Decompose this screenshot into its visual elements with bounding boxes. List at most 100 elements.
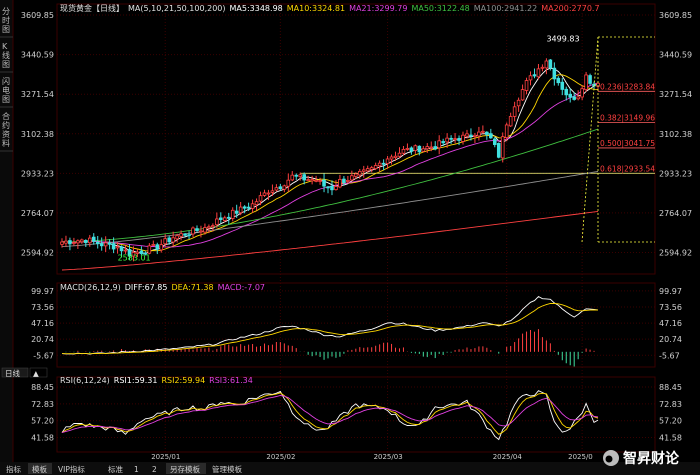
toolbar-item-label: 指标 <box>6 464 21 474</box>
legend-item: RSI2:59.94 <box>161 376 205 385</box>
candle-body <box>254 201 259 206</box>
toolbar-item-4[interactable]: 1 <box>134 465 139 474</box>
candle-body <box>417 145 422 153</box>
candle-body <box>429 146 434 149</box>
candle-body <box>286 179 291 187</box>
y-tick-label: 57.20 <box>659 417 682 426</box>
toolbar-item-bg <box>166 463 206 474</box>
candle-body <box>159 244 164 251</box>
x-tick-label: 2025/04 <box>493 453 523 461</box>
legend-item: MA10:3324.81 <box>287 4 345 13</box>
candle-body <box>393 155 398 158</box>
candle-body <box>215 218 219 226</box>
candle-body <box>179 233 183 237</box>
y-tick-label: 2764.07 <box>21 209 54 218</box>
y-tick-label: 72.83 <box>31 400 54 409</box>
candle-body <box>242 206 247 209</box>
toolbar-item-3[interactable]: 标准 <box>108 464 123 474</box>
toolbar-item-7[interactable]: 管理模板 <box>212 464 242 474</box>
y-tick-label: 99.97 <box>659 287 682 296</box>
candle-body <box>171 237 175 243</box>
side-tab-1[interactable]: K线图 <box>2 42 10 69</box>
candle-body <box>270 190 275 193</box>
y-tick-label: 47.16 <box>31 319 54 328</box>
candle-body <box>425 146 430 150</box>
candle-body <box>99 243 104 247</box>
candle-body <box>72 242 76 244</box>
candle-body <box>473 134 477 137</box>
candle-body <box>572 96 576 100</box>
macd-axis-right: 99.97 73.56 47.16 20.74 -5.67 <box>659 287 682 360</box>
toolbar-item-label: 模板 <box>32 464 47 474</box>
candle-body <box>381 162 386 165</box>
toolbar-item-label: 管理模板 <box>212 464 242 474</box>
candle-body <box>226 216 231 219</box>
side-tab-char: 电 <box>2 85 10 95</box>
candle-body <box>298 174 303 178</box>
side-tab-char: 时 <box>2 15 10 25</box>
candle-body <box>385 158 390 164</box>
candle-body <box>540 66 545 69</box>
candle-body <box>222 217 227 221</box>
period-tabs[interactable]: 日线 ▲ <box>1 367 48 378</box>
legend-item: MACD:-7.07 <box>218 283 265 292</box>
toolbar-item-0[interactable]: 指标 <box>6 464 21 474</box>
candle-body <box>238 206 243 214</box>
side-tab-char: 资 <box>2 129 10 139</box>
period-tab-1[interactable]: ▲ <box>29 367 48 378</box>
rsi-axis-right: 88.45 72.83 57.20 41.58 <box>659 383 682 442</box>
candle-body <box>330 185 334 191</box>
side-tab-2[interactable]: 闪电图 <box>2 77 10 104</box>
low-label: 2583.01 <box>118 254 151 263</box>
toolbar[interactable]: 指标 模板 VIP指标 标准 1 2 另存模板 管理模板 <box>6 463 242 474</box>
side-tab-char: 图 <box>2 95 10 104</box>
candle-body <box>211 225 215 228</box>
period-tab-0[interactable]: 日线 <box>1 367 29 378</box>
legend-item: RSI(6,12,24) <box>60 376 110 385</box>
y-tick-label: 47.16 <box>659 319 682 328</box>
candle-body <box>318 180 322 182</box>
y-tick-label: 2933.23 <box>21 169 54 178</box>
candle-body <box>131 252 136 257</box>
candle-body <box>401 148 406 154</box>
candle-body <box>183 233 187 236</box>
fib-label: 0.500|3041.75 <box>600 139 655 148</box>
toolbar-item-1[interactable]: 模板 <box>28 463 52 474</box>
period-tab-label: ▲ <box>33 369 39 378</box>
y-tick-label: 2764.07 <box>659 209 692 218</box>
candle-body <box>449 137 453 140</box>
candle-body <box>258 195 263 202</box>
fib-label: 0.618|2933.54 <box>600 164 655 173</box>
candle-body <box>536 68 541 78</box>
candle-body <box>64 240 68 244</box>
y-tick-label: 88.45 <box>659 383 682 392</box>
candle-body <box>361 169 366 172</box>
candle-body <box>250 203 255 209</box>
candle-body <box>191 227 195 235</box>
candle-body <box>477 131 481 137</box>
candle-body <box>103 242 108 247</box>
legend-item: DEA:71.38 <box>171 283 213 292</box>
ma-line-ma10 <box>61 74 599 252</box>
weibo-icon-eye <box>605 455 613 463</box>
panel-frames <box>56 3 656 453</box>
toolbar-item-5[interactable]: 2 <box>152 465 157 474</box>
candle-body <box>342 178 346 183</box>
main-legend: 现货黄金【日线】 MA(5,10,21,50,100,200) MA5:3348.9… <box>60 3 600 13</box>
candle-body <box>584 74 588 90</box>
candle-body <box>195 228 199 232</box>
side-tab-0[interactable]: 分时图 <box>2 7 10 34</box>
side-tab-char: 分 <box>2 7 10 16</box>
y-tick-label: 3102.38 <box>21 130 54 139</box>
candle-body <box>314 179 318 182</box>
candle-body <box>167 237 171 243</box>
candle-body <box>469 134 473 137</box>
x-tick-label: 2025/0 <box>568 453 593 461</box>
toolbar-item-6[interactable]: 另存模板 <box>166 463 206 474</box>
fib-label: 0.382|3149.96 <box>600 114 655 123</box>
candle-body <box>354 173 358 177</box>
moving-averages <box>61 67 599 271</box>
side-tab-char: K <box>2 42 8 51</box>
toolbar-item-2[interactable]: VIP指标 <box>58 464 85 474</box>
